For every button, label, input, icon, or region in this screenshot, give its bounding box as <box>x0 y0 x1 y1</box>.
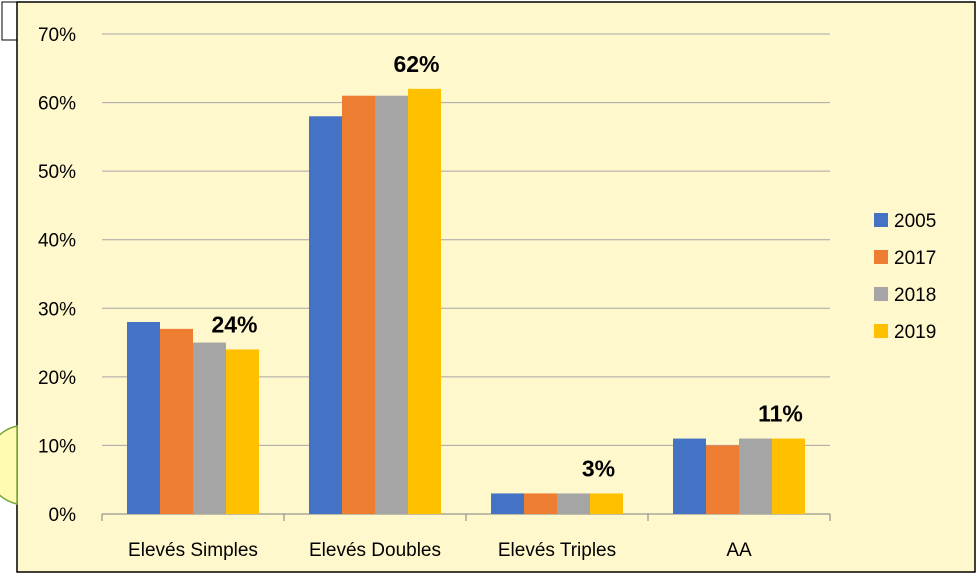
y-tick-label: 40% <box>38 231 76 252</box>
bar-2019 <box>772 438 805 514</box>
legend-label: 2017 <box>894 248 936 269</box>
x-tick-label: AA <box>726 540 752 561</box>
legend-swatch <box>874 287 888 301</box>
x-tick-label: Elevés Doubles <box>309 540 441 561</box>
bar-2005 <box>309 116 342 515</box>
bars <box>127 88 805 515</box>
bar-2017 <box>160 328 193 514</box>
data-label: 3% <box>582 455 615 481</box>
legend-label: 2005 <box>894 211 936 232</box>
y-tick-label: 70% <box>38 25 76 46</box>
bar-2018 <box>193 342 226 514</box>
y-tick-label: 0% <box>49 505 77 526</box>
legend-swatch <box>874 250 888 264</box>
bar-2019 <box>226 349 259 514</box>
y-axis-tick-labels: 0% 10% 20% 30% 40% 50% 60% 70% <box>38 25 76 526</box>
background-circle-edge <box>0 425 18 505</box>
x-tick-label: Elevés Simples <box>128 540 258 561</box>
bar-2018 <box>557 493 590 514</box>
bar-2019 <box>590 493 623 514</box>
axes <box>101 514 831 521</box>
y-tick-label: 10% <box>38 436 76 457</box>
bar-2017 <box>342 95 375 514</box>
data-label: 11% <box>758 401 803 427</box>
legend-swatch <box>874 324 888 338</box>
bar-2005 <box>127 322 160 514</box>
bar-2019 <box>408 88 441 514</box>
y-tick-label: 50% <box>38 162 76 183</box>
data-label: 24% <box>211 311 257 337</box>
bar-2005 <box>673 438 706 514</box>
x-tick-label: Elevés Triples <box>498 540 616 561</box>
legend-swatch <box>874 213 888 227</box>
x-axis-tick-labels: Elevés Simples Elevés Doubles Elevés Tripl… <box>128 540 752 561</box>
data-labels: 24% 62% 3% 11% <box>211 51 802 482</box>
legend-label: 2018 <box>894 285 936 306</box>
y-tick-label: 30% <box>38 299 76 320</box>
bar-2005 <box>491 493 524 514</box>
bar-2018 <box>375 95 408 514</box>
bar-2017 <box>706 445 739 514</box>
y-tick-label: 20% <box>38 368 76 389</box>
bar-2018 <box>739 438 772 514</box>
legend-label: 2019 <box>894 322 936 343</box>
bar-2017 <box>524 493 557 514</box>
legend: 2005 2017 2018 2019 <box>874 211 936 343</box>
data-label: 62% <box>393 51 439 77</box>
y-tick-label: 60% <box>38 94 76 115</box>
